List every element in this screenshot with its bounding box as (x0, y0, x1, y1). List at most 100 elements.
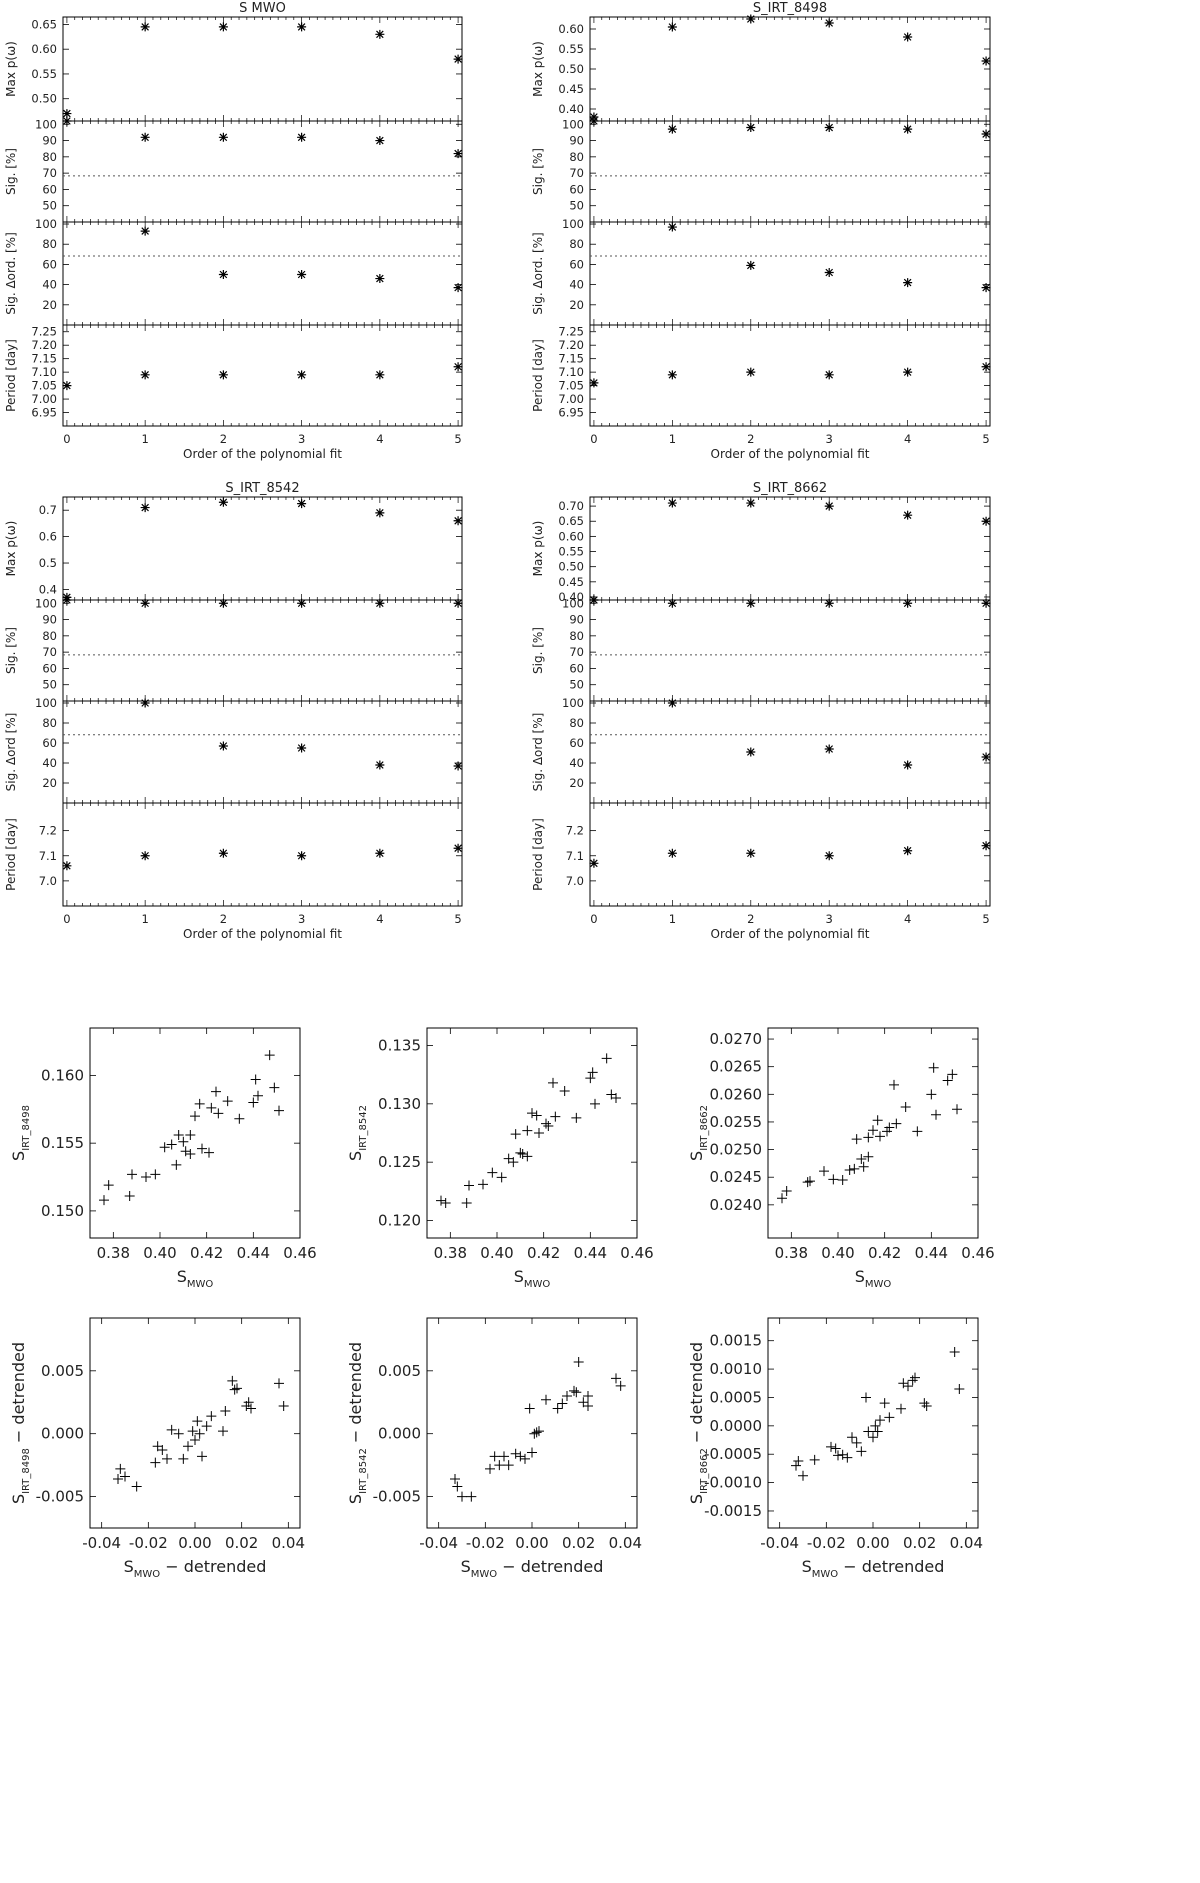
y-axis-label: SIRT_8542 − detrended (346, 1342, 369, 1504)
data-point (487, 1167, 498, 1178)
data-point (947, 1069, 958, 1080)
data-point (851, 1437, 862, 1448)
data-point (562, 1390, 572, 1401)
y-tick-label: 0.65 (31, 17, 57, 31)
data-point (828, 1174, 839, 1185)
data-point (589, 378, 599, 388)
data-point (510, 1129, 521, 1140)
data-point (830, 1443, 841, 1454)
x-tick-label: 5 (454, 432, 461, 446)
data-point (375, 508, 385, 518)
x-axis-label: Order of the polynomial fit (711, 447, 870, 461)
y-tick-label: 0.0005 (710, 1388, 763, 1406)
y-tick-label: 40 (569, 278, 584, 292)
data-point (140, 226, 150, 236)
x-tick-label: 0.40 (480, 1244, 513, 1262)
y-tick-label: 80 (42, 716, 57, 730)
data-point (211, 1086, 221, 1097)
chart-title: S_IRT_8662 (753, 481, 827, 496)
y-tick-label: 7.2 (39, 824, 57, 838)
y-tick-label: -0.0010 (704, 1474, 762, 1492)
data-point (510, 1448, 521, 1459)
y-tick-label: 100 (562, 117, 584, 131)
y-axis-label: Period [day] (4, 339, 18, 412)
subpanel-3: 6.957.007.057.107.157.207.25 Period [day] (4, 324, 463, 427)
y-axis-label: Period [day] (531, 818, 545, 891)
data-point (746, 260, 756, 270)
axes-frame (62, 599, 463, 702)
data-point (436, 1195, 446, 1206)
x-tick-label: 0.46 (283, 1244, 316, 1262)
y-axis-label: Max p(ω) (4, 41, 18, 97)
data-point (194, 1098, 205, 1109)
data-point (253, 1090, 263, 1101)
x-tick-label: 2 (747, 912, 754, 926)
data-point (903, 598, 913, 608)
data-point (534, 1426, 544, 1437)
x-axis-label: Order of the polynomial fit (183, 447, 342, 461)
data-point (879, 1398, 890, 1409)
panel-stack-3: S_IRT_8662 0.400.450.500.55 0.600.650.70 Ma… (531, 481, 991, 941)
data-point (194, 1428, 205, 1439)
y-tick-label: 100 (35, 117, 57, 131)
data-point (197, 1451, 207, 1462)
data-point (868, 1432, 878, 1443)
data-point (178, 1453, 189, 1464)
y-tick-label: 0.0000 (710, 1417, 763, 1435)
data-point (524, 1403, 535, 1414)
data-point (667, 22, 677, 32)
data-point (453, 283, 463, 293)
data-point (851, 1134, 862, 1145)
x-tick-label: 0.04 (272, 1534, 305, 1552)
x-tick-label: 2 (220, 432, 227, 446)
y-tick-label: 100 (35, 217, 57, 231)
data-point (583, 1390, 593, 1401)
axes-frame (767, 1317, 979, 1529)
data-point (842, 1452, 853, 1463)
y-tick-label: 100 (562, 596, 584, 610)
data-point (297, 22, 307, 32)
subpanel-2: 20 40 60 80 100 Sig. Δord. [%] (4, 217, 463, 326)
data-point (375, 848, 385, 858)
data-point (889, 1079, 899, 1090)
data-point (844, 1165, 855, 1176)
y-tick-label: 60 (42, 257, 57, 271)
data-point (903, 32, 913, 42)
y-tick-label: 80 (569, 629, 584, 643)
x-tick-label: 0.00 (856, 1534, 889, 1552)
data-point (522, 1151, 533, 1162)
data-point (159, 1142, 170, 1153)
subpanel-0: 0.4 0.5 0.6 0.7 Max p(ω) (4, 496, 463, 602)
x-tick-label: -0.04 (419, 1534, 458, 1552)
x-axis-label: SMWO (855, 1267, 892, 1290)
y-tick-label: 7.1 (566, 849, 584, 863)
data-point (461, 1198, 472, 1208)
data-point (819, 1166, 829, 1177)
y-tick-label: 0.45 (558, 82, 584, 96)
axes-frame (767, 1027, 979, 1239)
y-tick-label: 70 (42, 645, 57, 659)
y-tick-label: 7.05 (558, 379, 584, 393)
y-tick-label: 20 (569, 776, 584, 790)
data-point (541, 1118, 551, 1129)
data-point (150, 1169, 161, 1180)
x-tick-label: -0.02 (466, 1534, 505, 1552)
y-tick-label: 7.00 (31, 392, 57, 406)
subpanel-1: 50 60 70 80 90 100 Sig. [%] (4, 116, 463, 223)
data-point (798, 1470, 808, 1481)
x-tick-label: 5 (982, 432, 989, 446)
data-point (375, 370, 385, 380)
data-point (375, 274, 385, 284)
x-tick-label: 0 (63, 912, 70, 926)
data-point (981, 283, 991, 293)
data-point (824, 744, 834, 754)
subpanel-1: 50 60 70 80 90 100 Sig. [%] (4, 595, 463, 702)
data-point (949, 1347, 960, 1358)
x-tick-label: 3 (826, 432, 833, 446)
x-tick-label: 1 (669, 432, 676, 446)
x-tick-label: 0 (590, 912, 597, 926)
data-point (531, 1427, 542, 1438)
data-point (667, 498, 677, 508)
